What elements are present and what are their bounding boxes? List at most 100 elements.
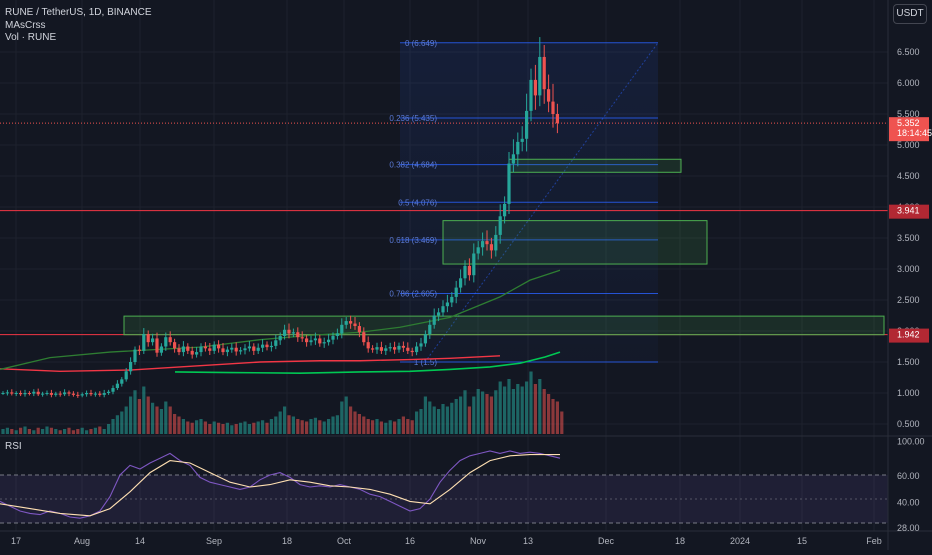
rsi-tick-label: 40.00 — [897, 498, 920, 508]
volume-bar — [54, 429, 58, 434]
volume-bar — [503, 386, 507, 434]
volume-bar — [445, 406, 449, 434]
candle-body — [71, 393, 75, 395]
volume-bar — [19, 427, 23, 434]
volume-bar — [419, 409, 423, 434]
candle-body — [507, 163, 511, 204]
candle-body — [287, 329, 291, 334]
volume-bar — [516, 384, 520, 434]
candle-body — [344, 321, 348, 325]
candle-body — [225, 349, 229, 353]
volume-bar — [283, 406, 287, 434]
candle-body — [520, 138, 524, 142]
volume-bar — [525, 381, 529, 434]
candle-body — [516, 141, 520, 155]
volume-bar — [331, 416, 335, 434]
study-rsi-label[interactable]: RSI — [5, 441, 22, 452]
volume-bar — [401, 416, 405, 434]
candle-body — [371, 348, 375, 350]
volume-bar — [384, 422, 388, 434]
candle-body — [318, 338, 322, 344]
candle-body — [331, 335, 335, 340]
ma-long-line — [174, 351, 561, 374]
last-price-label-text: 18:14:45 — [897, 128, 932, 138]
volume-bar — [155, 406, 159, 434]
candle-body — [375, 347, 379, 350]
candle-body — [432, 315, 436, 325]
price-tick-label: 4.500 — [897, 171, 920, 181]
volume-bar — [313, 417, 317, 434]
time-tick-label: Sep — [206, 536, 222, 546]
volume-bar — [393, 421, 397, 434]
candle-body — [164, 337, 168, 347]
price-tick-label: 1.000 — [897, 388, 920, 398]
candle-body — [19, 393, 23, 395]
volume-bar — [296, 419, 300, 434]
candle-body — [247, 346, 251, 349]
candle-body — [278, 335, 282, 341]
study-vol-label[interactable]: Vol · RUNE — [5, 32, 57, 43]
candle-body — [256, 347, 260, 351]
candle-body — [41, 393, 45, 395]
volume-bar — [410, 420, 414, 434]
candle-body — [252, 346, 256, 351]
last-price-label-text: 5.352 — [897, 118, 920, 128]
volume-bar — [467, 406, 471, 434]
volume-bar — [181, 419, 185, 434]
candle-body — [151, 338, 155, 343]
candle-body — [142, 334, 146, 351]
volume-bar — [71, 430, 75, 434]
fib-level-label: 0.382 (4.684) — [389, 161, 437, 170]
volume-bar — [98, 426, 102, 434]
candle-body — [49, 393, 53, 395]
volume-bar — [14, 430, 18, 434]
volume-bar — [305, 421, 309, 434]
candle-body — [494, 234, 498, 251]
candle-body — [269, 345, 273, 348]
volume-bar — [247, 424, 251, 434]
volume-bar — [58, 430, 62, 434]
candle-body — [234, 347, 238, 352]
time-tick-label: 17 — [11, 536, 21, 546]
volume-bar — [164, 401, 168, 434]
volume-bar — [208, 424, 212, 434]
volume-bar — [494, 390, 498, 434]
study-ma-label[interactable]: MAsCrss — [5, 20, 46, 31]
time-tick-label: Dec — [598, 536, 615, 546]
currency-button[interactable]: USDT — [893, 4, 927, 24]
volume-bar — [274, 416, 278, 434]
volume-bar — [133, 390, 137, 434]
volume-bar — [300, 420, 304, 434]
volume-bar — [76, 429, 80, 434]
volume-bar — [23, 426, 27, 434]
fib-level-label: 0.5 (4.076) — [398, 198, 437, 207]
volume-bar — [252, 422, 256, 434]
time-tick-label: 16 — [405, 536, 415, 546]
line-upper-label-box — [889, 204, 929, 219]
candle-body — [296, 332, 300, 338]
volume-bar — [335, 415, 339, 434]
volume-bar — [102, 429, 106, 434]
volume-bar — [120, 411, 124, 434]
price-tick-label: 5.500 — [897, 109, 920, 119]
volume-bar — [177, 416, 181, 434]
candle-body — [212, 344, 216, 351]
fib-level-label: 1 (1.5) — [414, 358, 437, 367]
candle-body — [217, 344, 221, 349]
candle-body — [476, 247, 480, 254]
candle-body — [243, 348, 247, 351]
candle-body — [322, 342, 326, 344]
volume-bar — [520, 386, 524, 434]
candle-body — [533, 79, 537, 96]
rsi-ma-line — [0, 454, 560, 517]
volume-bar — [454, 399, 458, 434]
volume-bar — [265, 422, 269, 434]
volume-bar — [388, 420, 392, 434]
volume-bar — [199, 419, 203, 434]
symbol-title[interactable]: RUNE / TetherUS, 1D, BINANCE — [5, 7, 152, 18]
time-tick-label: Feb — [866, 536, 882, 546]
volume-bar — [353, 411, 357, 434]
